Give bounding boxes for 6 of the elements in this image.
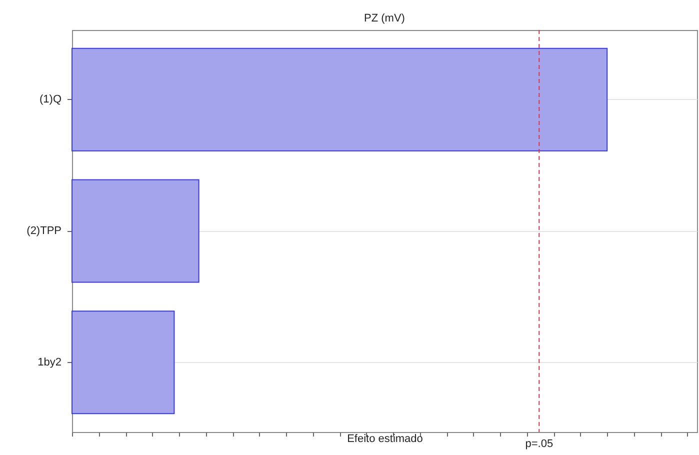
chart-title: PZ (mV) (364, 12, 405, 24)
x-axis-title: Efeito estimado (347, 433, 423, 445)
y-tick-label: 1by2 (38, 356, 62, 368)
y-tick-label: (2)TPP (26, 225, 62, 237)
y-tick-label: (1)Q (40, 94, 62, 106)
ref-line-label: p=.05 (525, 438, 554, 450)
